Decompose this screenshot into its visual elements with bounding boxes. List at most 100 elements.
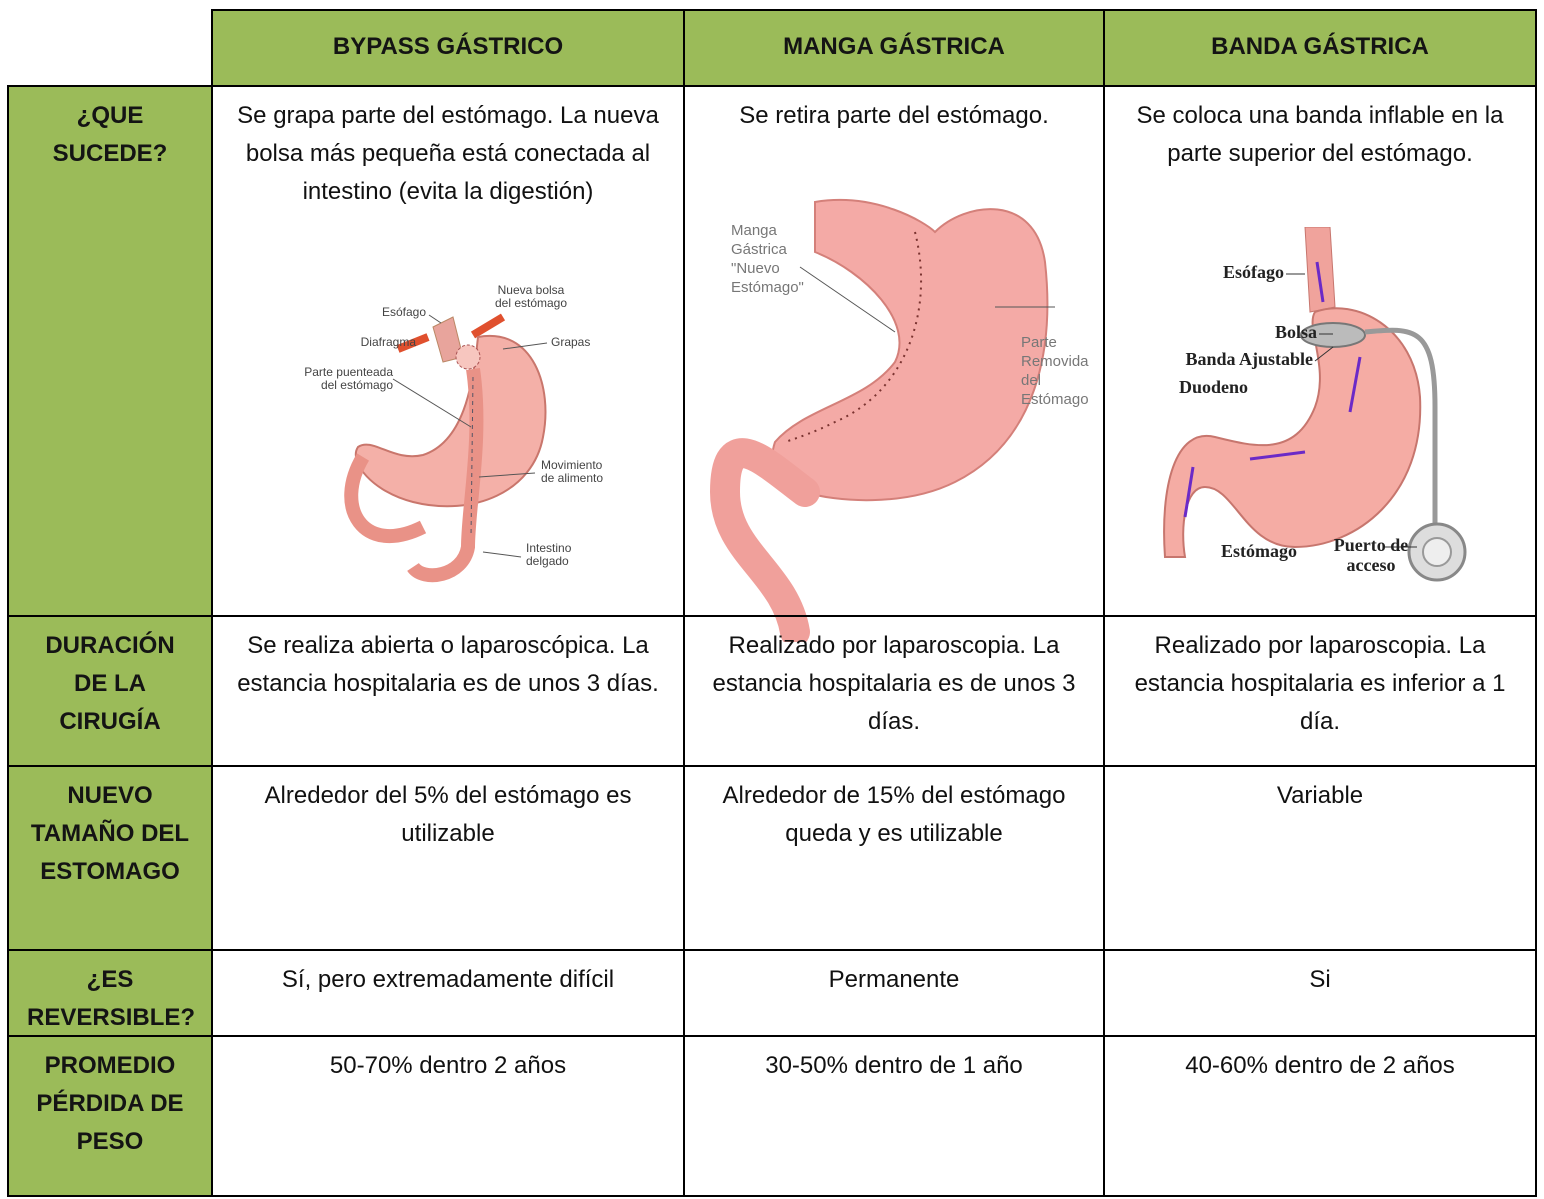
illustration: Esófago Bolsa Banda Ajustable Duodeno Estóma… xyxy=(1163,227,1467,582)
table-cell: Se realiza abierta o laparoscópica. La e… xyxy=(211,615,685,767)
table-cell: Variable xyxy=(1103,765,1537,951)
illustration-shape xyxy=(407,367,484,583)
row-header: ¿ES REVERSIBLE? xyxy=(7,949,213,1037)
figure-label: delgado xyxy=(526,554,569,568)
illustration-shape xyxy=(478,472,536,478)
illustration-shape xyxy=(1304,227,1336,313)
illustration-shape xyxy=(1163,307,1422,558)
row-header: DURACIÓN DE LA CIRUGÍA xyxy=(7,615,213,767)
illustration-shape xyxy=(428,314,442,324)
cell-text: Se realiza abierta o laparoscópica. La e… xyxy=(237,632,659,697)
illustration-shape xyxy=(1315,261,1325,303)
illustration-shape xyxy=(784,231,923,443)
cell-text: Se retira parte del estómago. xyxy=(739,102,1049,129)
illustration-shape xyxy=(392,314,548,558)
illustration-shape xyxy=(1183,466,1195,518)
illustration-shape xyxy=(1348,356,1362,413)
cell-text: Variable xyxy=(1276,782,1364,809)
table-cell: 50-70% dentro 2 años xyxy=(211,1035,685,1197)
illustration-shape xyxy=(799,266,1055,333)
table-cell: Realizado por laparoscopia. La estancia … xyxy=(683,615,1105,767)
illustration-shape xyxy=(396,333,430,353)
figure-label: Movimiento xyxy=(541,458,603,472)
illustration-shape xyxy=(1286,273,1417,548)
illustration-shape xyxy=(1364,327,1438,527)
illustration-shape xyxy=(1249,450,1306,461)
figure-label: Diafragma xyxy=(361,335,417,349)
table-cell: Se retira parte del estómago. Manga Gástr… xyxy=(683,85,1105,642)
row-header: PROMEDIO PÉRDIDA DE PESO xyxy=(7,1035,213,1197)
illustration-shape xyxy=(355,334,547,508)
figure-label: Nueva bolsa xyxy=(498,283,565,297)
figure-label: Gástrica xyxy=(731,241,788,258)
illustration-shape xyxy=(1422,537,1452,567)
cell-text: Sí, pero extremadamente difícil xyxy=(281,966,615,993)
row-title: PROMEDIO PÉRDIDA DE PESO xyxy=(36,1052,184,1155)
cell-text: Se grapa parte del estómago. La nueva bo… xyxy=(237,102,659,205)
figure-label: del xyxy=(1021,372,1041,389)
figure-label: Intestino xyxy=(526,541,572,555)
illustration-shape xyxy=(392,378,472,428)
table-cell: Realizado por laparoscopia. La estancia … xyxy=(1103,615,1537,767)
cell-text: Realizado por laparoscopia. La estancia … xyxy=(1134,632,1506,735)
figure-label: acceso xyxy=(1347,555,1396,575)
figure-label: Estómago" xyxy=(731,279,804,296)
illustration-shape xyxy=(1183,261,1362,518)
table-cell: Se grapa parte del estómago. La nueva bo… xyxy=(211,85,685,617)
row-title: ¿QUE SUCEDE? xyxy=(52,102,168,167)
illustration-shape xyxy=(799,266,896,333)
illustration-shape xyxy=(771,199,1049,502)
cell-text: Permanente xyxy=(828,966,960,993)
cell-text: Realizado por laparoscopia. La estancia … xyxy=(712,632,1076,735)
table-cell: Sí, pero extremadamente difícil xyxy=(211,949,685,1037)
figure-label: del estómago xyxy=(321,378,393,392)
cell-text: Alrededor del 5% del estómago es utiliza… xyxy=(264,782,632,847)
illustration-shape xyxy=(1314,346,1334,362)
cell-text: Se coloca una banda inflable en la parte… xyxy=(1136,102,1504,167)
row-title: ¿ES REVERSIBLE? xyxy=(27,966,196,1031)
figure-label: Puerto de xyxy=(1334,535,1408,555)
illustration-shape xyxy=(470,313,506,339)
figure-label: Removida xyxy=(1021,353,1089,370)
row-header: NUEVO TAMAÑO DEL ESTOMAGO xyxy=(7,765,213,951)
table-cell: 30-50% dentro de 1 año xyxy=(683,1035,1105,1197)
row-title: DURACIÓN DE LA CIRUGÍA xyxy=(45,632,175,735)
illustration-shape xyxy=(502,342,548,350)
illustration: Manga Gástrica "Nuevo Estómago" Parte Removid… xyxy=(709,199,1089,642)
cell-text: Si xyxy=(1309,966,1331,993)
illustration-shape xyxy=(482,551,522,558)
column-header: BYPASS GÁSTRICO xyxy=(211,9,685,87)
figure-label: Bolsa xyxy=(1275,322,1317,342)
figure-label: de alimento xyxy=(541,471,603,485)
table-cell: Alrededor del 5% del estómago es utiliza… xyxy=(211,765,685,951)
cell-text: Alrededor de 15% del estómago queda y es… xyxy=(722,782,1066,847)
column-title: MANGA GÁSTRICA xyxy=(783,33,1005,60)
table-cell: Se coloca una banda inflable en la parte… xyxy=(1103,85,1537,617)
row-title: NUEVO TAMAÑO DEL ESTOMAGO xyxy=(30,782,190,885)
figure-label: Duodeno xyxy=(1179,377,1248,397)
column-title: BYPASS GÁSTRICO xyxy=(332,33,564,60)
row-header: ¿QUE SUCEDE? xyxy=(7,85,213,617)
table-cell: Permanente xyxy=(683,949,1105,1037)
cell-text: 40-60% dentro de 2 años xyxy=(1185,1052,1455,1079)
table-cell: Si xyxy=(1103,949,1537,1037)
figure-label: Esófago xyxy=(1223,262,1284,282)
figure-label: del estómago xyxy=(495,296,567,310)
illustration-shape xyxy=(709,438,820,642)
figure-label: Parte xyxy=(1021,334,1057,351)
figure-label: Esófago xyxy=(382,305,426,319)
illustration-shape xyxy=(455,344,481,370)
illustration-shape xyxy=(470,376,474,538)
column-header: MANGA GÁSTRICA xyxy=(683,9,1105,87)
figure-label: Estómago xyxy=(1021,391,1089,408)
illustration-shape xyxy=(344,453,427,544)
table-cell: Alrededor de 15% del estómago queda y es… xyxy=(683,765,1105,951)
figure-label: "Nuevo xyxy=(731,260,780,277)
cell-text: 50-70% dentro 2 años xyxy=(329,1052,567,1079)
table-cell: 40-60% dentro de 2 años xyxy=(1103,1035,1537,1197)
figure-label: Parte puenteada xyxy=(304,365,393,379)
column-header: BANDA GÁSTRICA xyxy=(1103,9,1537,87)
cell-text: 30-50% dentro de 1 año xyxy=(765,1052,1023,1079)
